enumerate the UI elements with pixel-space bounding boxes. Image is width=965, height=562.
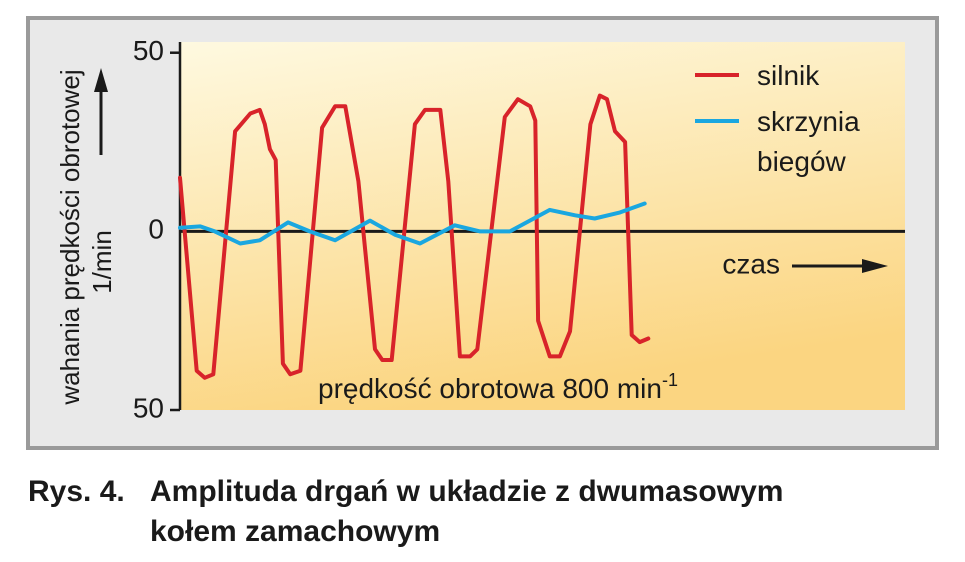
y-tick-label: 0 <box>148 214 164 245</box>
legend-label: silnik <box>757 60 820 91</box>
legend-item: skrzynia biegów <box>695 102 895 182</box>
legend: silnik skrzynia biegów <box>695 56 895 188</box>
annotation-text: prędkość obrotowa 800 min <box>318 373 662 404</box>
y-axis-label: wahania prędkości obrotowej <box>55 69 85 405</box>
caption-label: Rys. 4. <box>28 475 125 508</box>
plot: 50 0 50 <box>133 35 905 423</box>
x-arrow <box>792 259 888 273</box>
y-arrow <box>94 68 108 155</box>
y-tick-label: 50 <box>133 392 164 423</box>
legend-label: skrzynia biegów <box>757 106 860 177</box>
annotation: prędkość obrotowa 800 min-1 <box>318 370 678 405</box>
annotation-superscript: -1 <box>662 370 678 390</box>
y-tick-label: 50 <box>133 35 164 66</box>
caption-line: Amplituda drgań w układzie z dwumasowym <box>150 475 783 508</box>
y-axis-unit: 1/min <box>87 230 117 294</box>
legend-swatch <box>695 119 739 123</box>
legend-swatch <box>695 73 739 77</box>
caption-line: kołem zamachowym <box>150 515 440 548</box>
legend-item: silnik <box>695 56 895 96</box>
x-axis-label: czas <box>722 248 780 279</box>
series-line <box>178 93 651 380</box>
series-line <box>178 201 647 246</box>
